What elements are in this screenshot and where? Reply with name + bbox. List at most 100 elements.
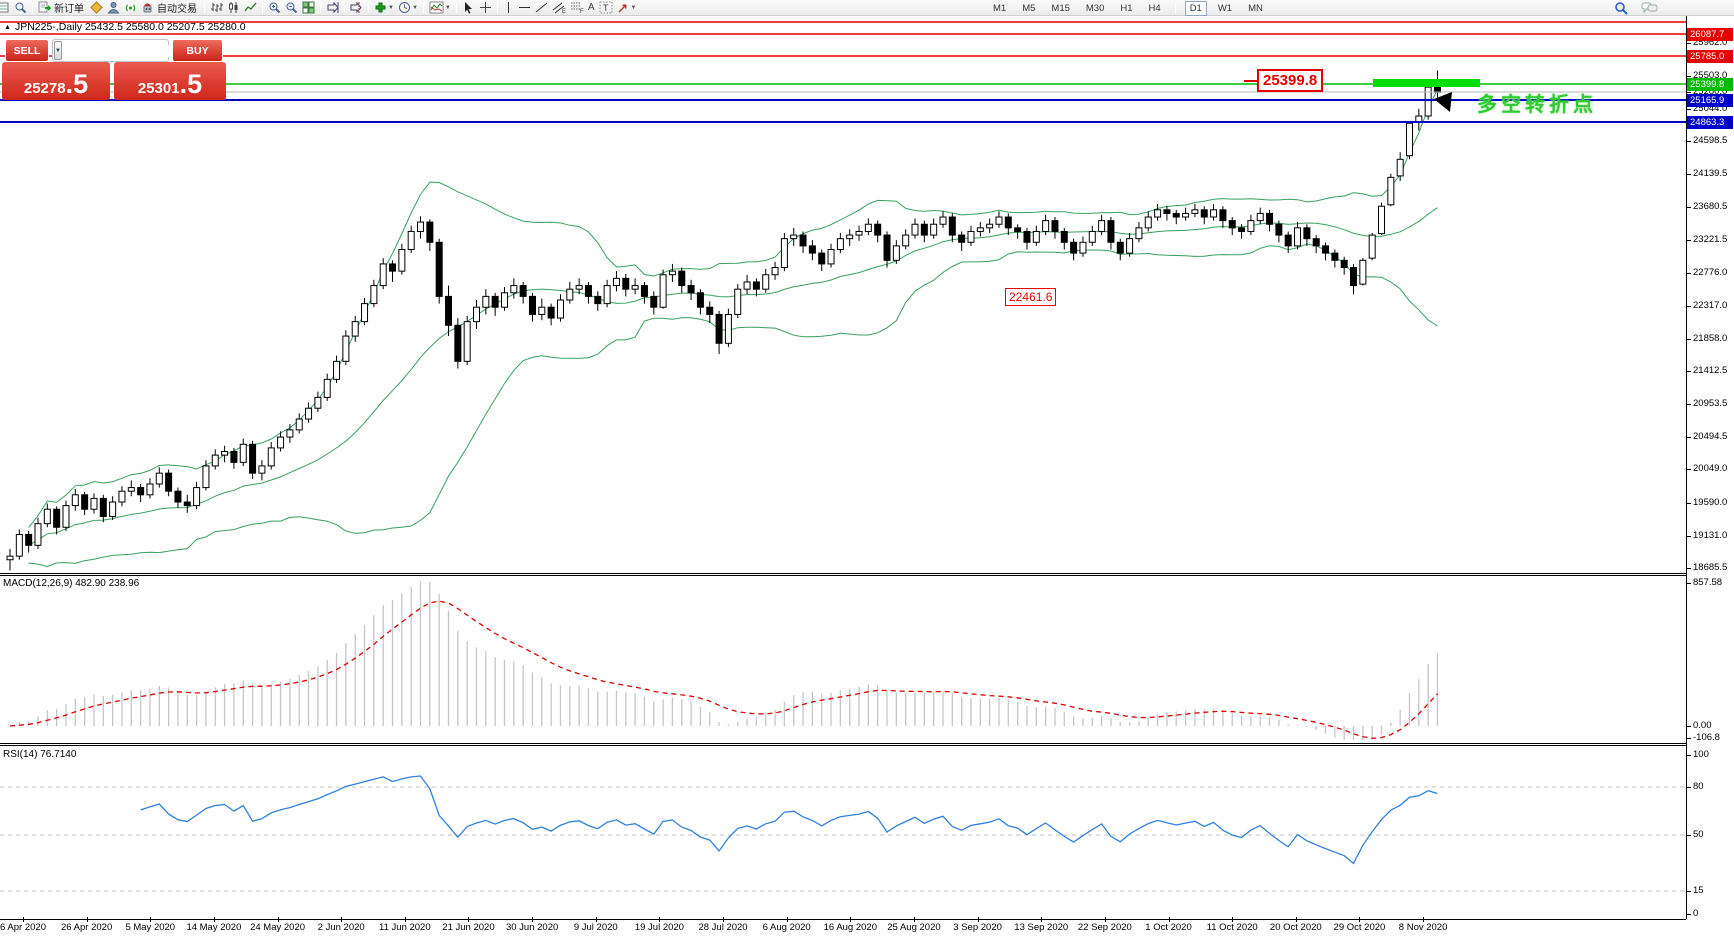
collapse-triangle-icon[interactable]: ▲ xyxy=(4,23,11,31)
chart-shift-icon[interactable] xyxy=(348,0,365,15)
line-chart-type-icon[interactable] xyxy=(242,0,259,15)
price-tick-dash xyxy=(1686,306,1691,307)
time-tick-label: 21 Jun 2020 xyxy=(442,922,495,933)
pane-divider-rsi[interactable] xyxy=(0,743,1686,746)
price-tick-dash xyxy=(1686,92,1691,93)
trend-arrow-head xyxy=(1434,92,1452,112)
rsi-pane-canvas[interactable] xyxy=(0,746,1686,919)
zoom-in-icon[interactable] xyxy=(266,0,283,15)
candle-body xyxy=(584,285,592,297)
turning-point-note[interactable]: 多空转折点 xyxy=(1477,94,1597,116)
timeframe-m5[interactable]: M5 xyxy=(1022,2,1036,14)
candle-body xyxy=(1340,259,1348,269)
candlestick-type-icon[interactable] xyxy=(225,0,242,15)
candle-body xyxy=(939,216,947,225)
rsi-tick-dash xyxy=(1686,914,1691,915)
timeframe-m1[interactable]: M1 xyxy=(993,2,1007,14)
sell-price-block[interactable]: 25278.5 xyxy=(2,62,110,100)
price-badge-blue: 24863.3 xyxy=(1687,115,1733,129)
new-order-button[interactable]: 新订单 xyxy=(36,0,88,15)
candle-body xyxy=(435,241,443,297)
candle-body xyxy=(631,285,639,290)
trendline-tool-icon[interactable] xyxy=(533,0,550,15)
arrows-tool-button[interactable]: ▼ xyxy=(615,0,639,15)
macd-pane-canvas[interactable] xyxy=(0,576,1686,743)
candle-body xyxy=(836,238,844,250)
buy-button[interactable]: BUY xyxy=(172,39,223,62)
sell-button[interactable]: SELL xyxy=(5,39,49,62)
macd-axis-label: -106.8 xyxy=(1693,732,1720,743)
buy-price-block[interactable]: 25301.5 xyxy=(114,62,226,100)
timeframe-h1[interactable]: H1 xyxy=(1120,2,1133,14)
horizontal-line-tool-icon[interactable] xyxy=(516,0,533,15)
timeframe-m15[interactable]: M15 xyxy=(1051,2,1070,14)
timeframe-mn[interactable]: MN xyxy=(1248,2,1263,14)
turning-point-highlight-bar[interactable] xyxy=(1373,79,1480,87)
signals-icon[interactable] xyxy=(122,0,139,15)
candle-body xyxy=(15,533,23,557)
candle-body xyxy=(519,285,527,297)
time-tick-label: 29 Oct 2020 xyxy=(1333,922,1386,933)
macd-tick-dash xyxy=(1686,583,1691,584)
time-tick-label: 9 Jul 2020 xyxy=(573,922,618,933)
candle-body xyxy=(790,234,798,240)
price-tick-dash xyxy=(1686,76,1691,77)
candle-body xyxy=(230,451,238,463)
candle-body xyxy=(640,285,648,297)
timeframe-h4[interactable]: H4 xyxy=(1148,2,1161,14)
autotrading-button[interactable]: 自动交易 xyxy=(139,0,201,15)
time-tick-dash xyxy=(23,917,24,922)
period-button[interactable]: ▼ xyxy=(396,0,420,15)
tile-windows-icon[interactable] xyxy=(300,0,317,15)
chat-icon[interactable] xyxy=(1639,1,1660,16)
candle-body xyxy=(995,216,1003,225)
vertical-line-tool-icon[interactable] xyxy=(501,0,516,15)
candle-body xyxy=(846,234,854,240)
indicators-list-button[interactable]: ▼ xyxy=(427,0,453,15)
search-icon[interactable] xyxy=(1612,1,1631,16)
candle-body xyxy=(780,238,788,269)
bar-chart-type-icon[interactable] xyxy=(208,0,225,15)
chevron-down-icon: ▼ xyxy=(444,4,451,11)
zoom-out-icon[interactable] xyxy=(283,0,300,15)
candle-body xyxy=(491,295,499,308)
timeframe-w1[interactable]: W1 xyxy=(1217,2,1233,14)
text-tool-icon[interactable]: A xyxy=(587,2,595,13)
cursor-tool-icon[interactable] xyxy=(460,0,477,15)
text-label-tool-icon[interactable]: T xyxy=(597,0,615,15)
timeframe-d1[interactable]: D1 xyxy=(1184,0,1207,16)
price-tick-label: 20049.0 xyxy=(1693,463,1728,474)
candle-body xyxy=(43,508,51,525)
candle-body xyxy=(417,221,425,232)
channel-tool-icon[interactable]: E xyxy=(550,0,568,15)
candle-body xyxy=(137,487,145,496)
timeframe-m30[interactable]: M30 xyxy=(1085,2,1105,14)
macd-tick-dash xyxy=(1686,726,1691,727)
main-chart-canvas[interactable] xyxy=(0,16,1686,573)
candle-body xyxy=(398,248,406,272)
time-tick-dash xyxy=(1232,917,1234,922)
resistance-level-label[interactable]: 25399.8 xyxy=(1257,69,1324,93)
add-indicator-button[interactable]: ▼ xyxy=(372,0,396,15)
profile-icon[interactable] xyxy=(105,0,122,15)
candle-body xyxy=(1014,227,1022,232)
pane-divider-macd[interactable] xyxy=(0,573,1686,576)
time-tick-label: 25 Aug 2020 xyxy=(887,922,941,933)
candle-body xyxy=(267,447,275,467)
market-watch-icon[interactable] xyxy=(0,0,12,15)
data-window-icon[interactable] xyxy=(12,0,29,15)
styler-icon[interactable] xyxy=(88,0,105,15)
candle-body xyxy=(603,285,611,305)
fibonacci-tool-icon[interactable]: F xyxy=(568,0,586,15)
price-tick-label: 21412.5 xyxy=(1693,365,1728,376)
support-level-label[interactable]: 22461.6 xyxy=(1005,288,1057,307)
rsi-axis-label: 50 xyxy=(1693,829,1704,840)
volume-decrease-button[interactable]: ▼ xyxy=(54,41,62,60)
candle-body xyxy=(370,285,378,305)
candle-body xyxy=(1210,209,1218,218)
auto-scroll-icon[interactable] xyxy=(324,0,341,15)
crosshair-tool-icon[interactable] xyxy=(477,0,494,15)
trend-arrow-up-shaft[interactable] xyxy=(1353,42,1424,258)
candle-body xyxy=(678,270,686,287)
candle-body xyxy=(146,483,154,496)
